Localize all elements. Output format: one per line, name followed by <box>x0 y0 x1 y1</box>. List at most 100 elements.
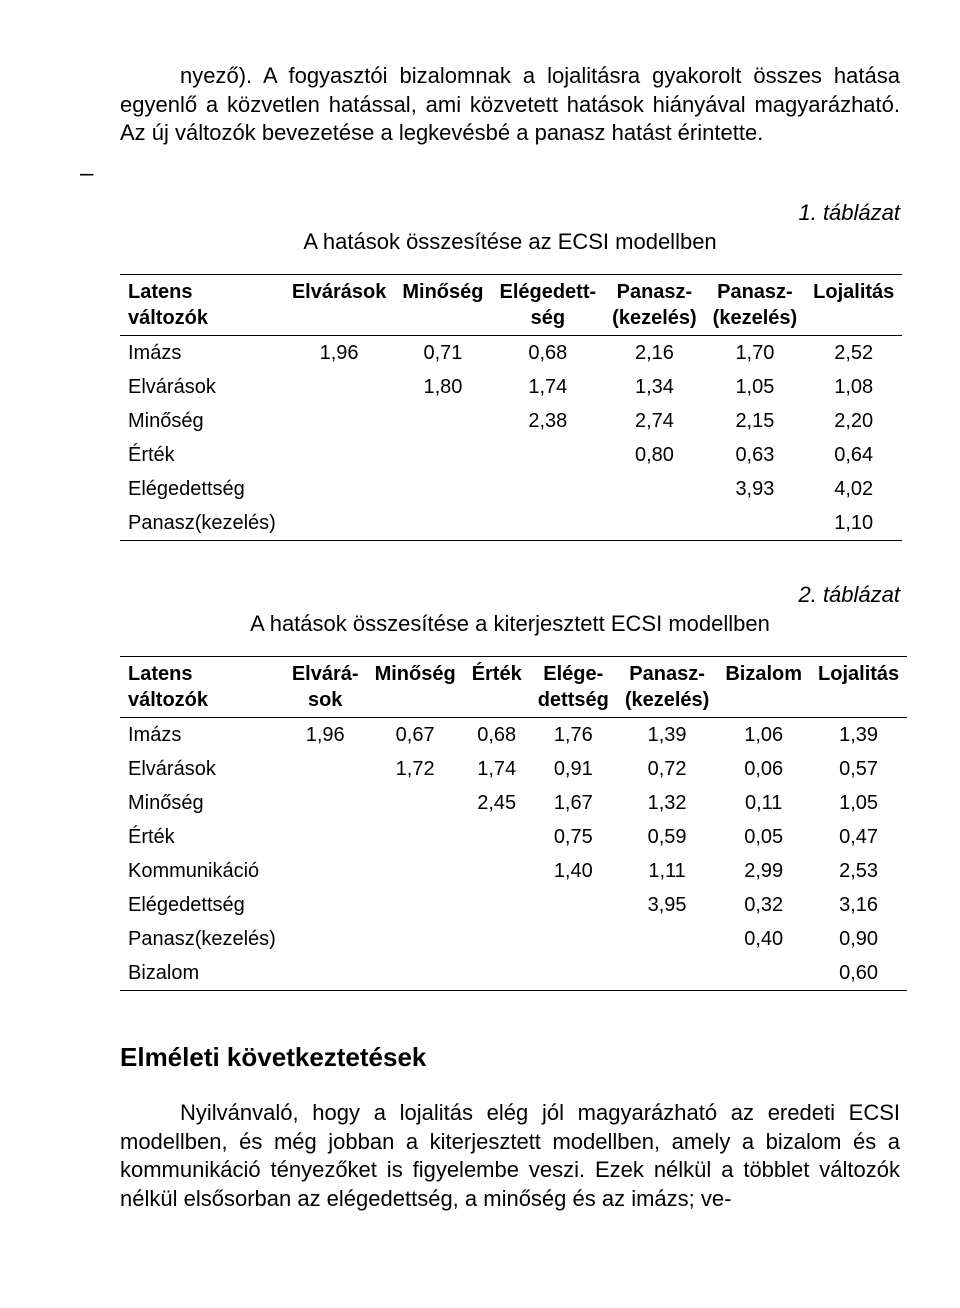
table-cell <box>464 956 530 991</box>
table-cell: 0,05 <box>717 820 810 854</box>
table-cell: 0,63 <box>705 438 805 472</box>
table-cell: 1,70 <box>705 336 805 371</box>
table-cell <box>530 888 617 922</box>
table-cell <box>367 820 464 854</box>
table-cell: 0,71 <box>394 336 491 371</box>
table-cell: 1,80 <box>394 370 491 404</box>
table-cell <box>367 888 464 922</box>
table-cell: 1,32 <box>617 786 718 820</box>
table-cell: 3,93 <box>705 472 805 506</box>
table1-caption: 1. táblázat A hatások összesítése az ECS… <box>120 199 900 256</box>
table-cell <box>604 506 705 541</box>
table-cell: 1,96 <box>284 718 367 753</box>
table-cell <box>284 472 395 506</box>
table-cell: 1,96 <box>284 336 395 371</box>
table-cell: Elvárások <box>120 370 284 404</box>
table-cell <box>464 820 530 854</box>
column-header: Érték <box>464 657 530 718</box>
table-cell <box>367 854 464 888</box>
table-cell <box>284 956 367 991</box>
table-cell <box>717 956 810 991</box>
table-cell <box>394 404 491 438</box>
table-cell: 3,16 <box>810 888 907 922</box>
table-cell: 1,76 <box>530 718 617 753</box>
table2-header-row: Latens változókElvárá-sokMinőségÉrtékElé… <box>120 657 907 718</box>
table-cell <box>464 854 530 888</box>
column-header: Panasz-(kezelés) <box>617 657 718 718</box>
table-cell <box>394 472 491 506</box>
table-cell: Panasz(kezelés) <box>120 922 284 956</box>
table-cell: 1,74 <box>464 752 530 786</box>
table-cell <box>394 506 491 541</box>
column-header: Lojalitás <box>805 275 902 336</box>
table-cell <box>604 472 705 506</box>
table-cell: 0,11 <box>717 786 810 820</box>
table-row: Érték 0,800,630,64 <box>120 438 902 472</box>
table-row: Elvárások1,721,740,910,720,060,57 <box>120 752 907 786</box>
table-cell: Érték <box>120 438 284 472</box>
table-cell: 0,64 <box>805 438 902 472</box>
table-cell: 1,74 <box>491 370 604 404</box>
table-cell: 0,40 <box>717 922 810 956</box>
table-cell <box>464 922 530 956</box>
table-cell: 2,38 <box>491 404 604 438</box>
table-cell: 1,06 <box>717 718 810 753</box>
table-cell: Panasz(kezelés) <box>120 506 284 541</box>
table-cell: Elégedettség <box>120 472 284 506</box>
table-row: Panasz(kezelés)1,10 <box>120 506 902 541</box>
table-cell <box>530 922 617 956</box>
table1-title: A hatások összesítése az ECSI modellben <box>120 228 900 257</box>
table-cell <box>284 370 395 404</box>
table-cell <box>284 888 367 922</box>
table-cell <box>284 438 395 472</box>
table-cell: 2,53 <box>810 854 907 888</box>
bottom-paragraph: Nyilvánvaló, hogy a lojalitás elég jól m… <box>120 1099 900 1213</box>
table-cell: 2,15 <box>705 404 805 438</box>
table-cell: 3,95 <box>617 888 718 922</box>
table-cell <box>284 854 367 888</box>
table-cell <box>284 922 367 956</box>
table-cell: 0,90 <box>810 922 907 956</box>
table-cell: 0,68 <box>491 336 604 371</box>
table-cell: Imázs <box>120 336 284 371</box>
table-cell: 1,11 <box>617 854 718 888</box>
column-header: Elége-dettség <box>530 657 617 718</box>
table-cell: 0,32 <box>717 888 810 922</box>
table-cell <box>284 404 395 438</box>
table-cell: 0,91 <box>530 752 617 786</box>
table-row: Imázs1,960,670,681,761,391,061,39 <box>120 718 907 753</box>
table-cell: 1,67 <box>530 786 617 820</box>
table2-title: A hatások összesítése a kiterjesztett EC… <box>120 610 900 639</box>
table-cell <box>705 506 805 541</box>
column-header: Bizalom <box>717 657 810 718</box>
column-header: Minőség <box>367 657 464 718</box>
table2: Latens változókElvárá-sokMinőségÉrtékElé… <box>120 656 907 991</box>
intro-paragraph: nyező). A fogyasztói bizalomnak a lojali… <box>120 62 900 148</box>
table-cell: 1,05 <box>705 370 805 404</box>
table-row: Kommunikáció1,401,112,992,53 <box>120 854 907 888</box>
table-cell: Kommunikáció <box>120 854 284 888</box>
table-cell: 1,72 <box>367 752 464 786</box>
table-cell <box>530 956 617 991</box>
table-cell <box>284 752 367 786</box>
table-cell: 0,72 <box>617 752 718 786</box>
table-cell <box>394 438 491 472</box>
table-row: Bizalom0,60 <box>120 956 907 991</box>
table-cell: Minőség <box>120 786 284 820</box>
table-cell: 2,99 <box>717 854 810 888</box>
table-cell: 0,59 <box>617 820 718 854</box>
table-cell: 1,39 <box>810 718 907 753</box>
table-cell <box>617 922 718 956</box>
table-cell: Minőség <box>120 404 284 438</box>
table-cell: 0,80 <box>604 438 705 472</box>
table-cell: 2,52 <box>805 336 902 371</box>
table-cell <box>367 956 464 991</box>
column-header: Latens változók <box>120 275 284 336</box>
column-header: Minőség <box>394 275 491 336</box>
column-header: Latens változók <box>120 657 284 718</box>
table-cell: 0,60 <box>810 956 907 991</box>
table-row: Panasz(kezelés) 0,400,90 <box>120 922 907 956</box>
list-dash: – <box>80 158 900 189</box>
table-cell: 0,47 <box>810 820 907 854</box>
table-cell <box>464 888 530 922</box>
